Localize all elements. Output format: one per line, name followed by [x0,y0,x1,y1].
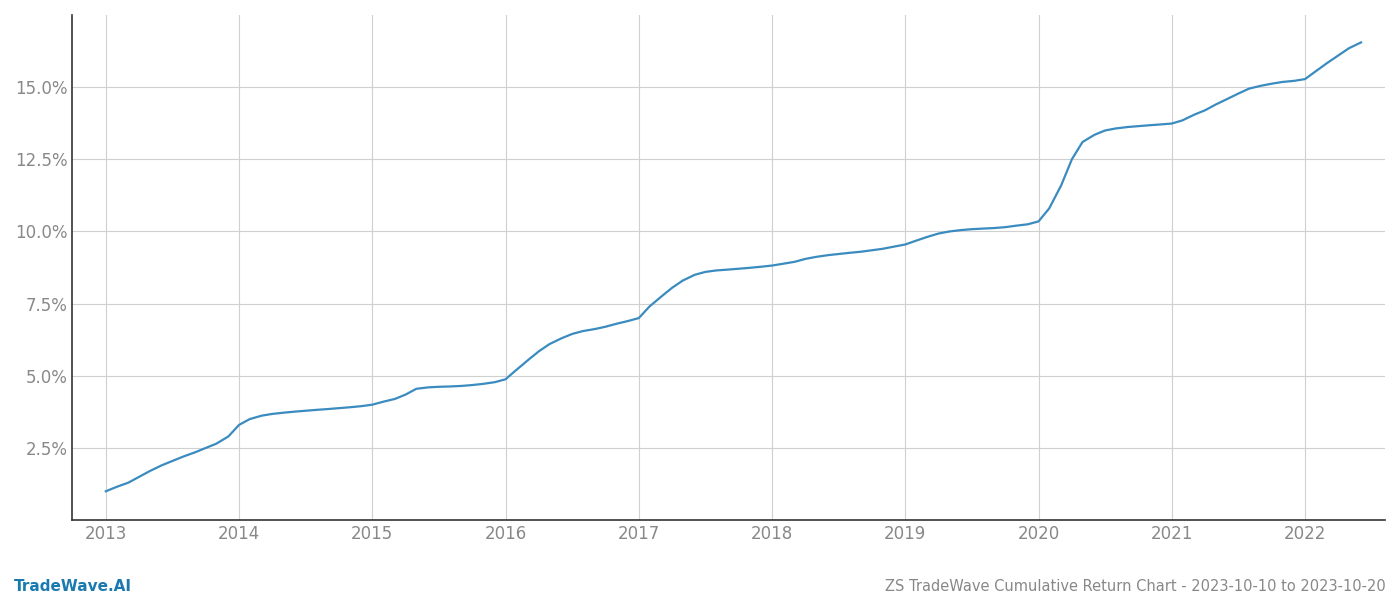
Text: TradeWave.AI: TradeWave.AI [14,579,132,594]
Text: ZS TradeWave Cumulative Return Chart - 2023-10-10 to 2023-10-20: ZS TradeWave Cumulative Return Chart - 2… [885,579,1386,594]
